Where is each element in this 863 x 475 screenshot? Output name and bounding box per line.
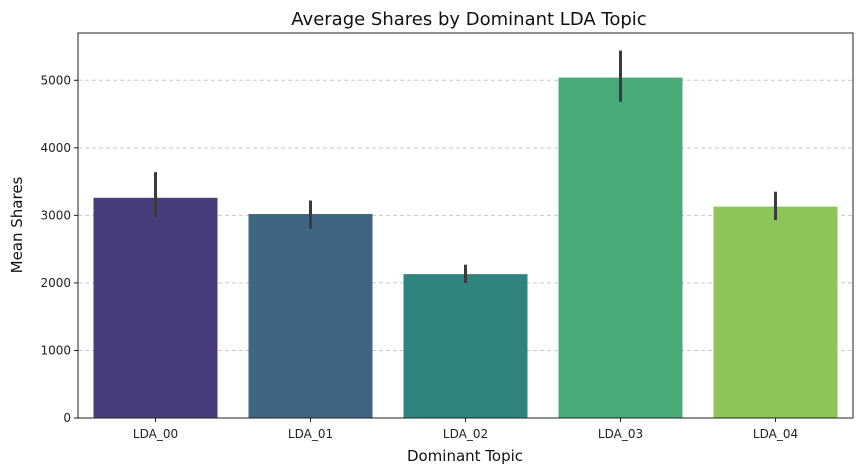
x-axis-ticks: LDA_00 LDA_01 LDA_02 LDA_03 LDA_04	[133, 418, 798, 441]
bar-lda-04	[713, 206, 838, 418]
x-axis-label: Dominant Topic	[407, 447, 523, 465]
y-axis-ticks: 0 1000 2000 3000 4000 5000	[40, 73, 78, 425]
y-tick-label: 5000	[40, 73, 71, 87]
bar-lda-01	[248, 214, 373, 418]
bars	[93, 77, 838, 418]
x-tick-label: LDA_02	[443, 427, 488, 441]
y-tick-label: 3000	[40, 208, 71, 222]
bar-lda-02	[403, 274, 528, 418]
y-tick-label: 0	[63, 411, 71, 425]
chart-title: Average Shares by Dominant LDA Topic	[291, 9, 646, 30]
bar-lda-00	[93, 197, 218, 418]
x-tick-label: LDA_03	[598, 427, 643, 441]
x-tick-label: LDA_00	[133, 427, 178, 441]
y-tick-label: 2000	[40, 276, 71, 290]
y-tick-label: 4000	[40, 141, 71, 155]
y-axis-label: Mean Shares	[8, 176, 26, 273]
y-tick-label: 1000	[40, 343, 71, 357]
x-tick-label: LDA_01	[288, 427, 333, 441]
bar-lda-03	[558, 77, 683, 418]
x-tick-label: LDA_04	[753, 427, 798, 441]
error-bars	[154, 50, 777, 283]
